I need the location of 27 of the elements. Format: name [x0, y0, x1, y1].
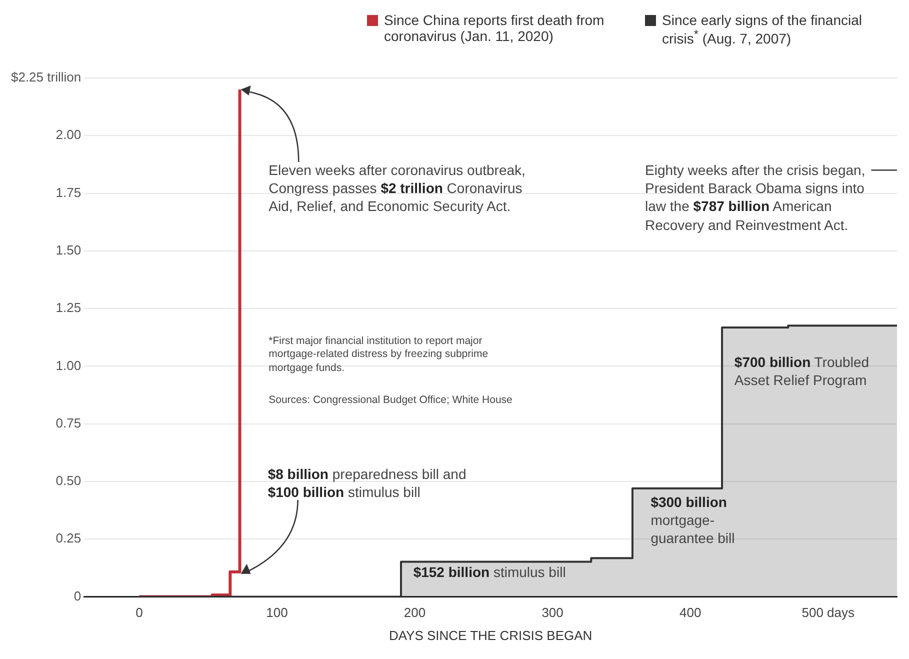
- annotation: $152 billion stimulus bill: [413, 564, 566, 580]
- legend-label: Since China reports first death from coronavirus (Jan. 11, 2020): [384, 12, 606, 44]
- x-tick-label: 0: [136, 605, 143, 620]
- annotation: *First major financial institution to report major mortgage-related distress by freezing subprime mortgage funds.: [268, 334, 488, 374]
- y-tick-label: 1.25: [56, 300, 82, 316]
- annotation: $700 billion Troubled Asset Relief Program: [734, 354, 870, 388]
- x-tick-label: 500 days: [802, 605, 855, 620]
- x-tick-label: 200: [404, 605, 426, 620]
- x-tick-label: 300: [542, 605, 564, 620]
- y-tick-label: 1.75: [56, 184, 82, 200]
- x-axis-title: DAYS SINCE THE CRISIS BEGAN: [388, 628, 592, 643]
- annotation: Sources: Congressional Budget Office; White House: [268, 394, 512, 406]
- x-tick-label: 400: [679, 605, 702, 620]
- annotation: $8 billion preparedness bill and $100 billion stimulus bill: [268, 466, 466, 500]
- legend-label: Since early signs of the financial crisis$^{*}$ (Aug. 7, 2007): [662, 12, 863, 47]
- y-tick-label: 1.50: [56, 242, 82, 258]
- y-tick-label: 2.00: [56, 127, 82, 142]
- y-tick-label: 0.75: [56, 415, 82, 430]
- annotation: Eleven weeks after coronavirus outbreak, Congress passes $2 trillion Coronavirus Aid, Relief, and Economic Security Act.: [268, 162, 526, 214]
- y-tick-label: 0: [74, 588, 82, 604]
- x-tick-label: 100: [266, 605, 288, 620]
- annotation: $300 billion mortgage-guarantee bill: [650, 494, 735, 546]
- y-tick-label: 0.50: [56, 473, 82, 488]
- annotation: Eighty weeks after the crisis began, President Barack Obama signs into law the $787 billion American Recovery and Reinvestment Act.: [645, 162, 866, 233]
- y-tick-label: 0.25: [56, 530, 82, 546]
- y-tick-label: 1.00: [56, 358, 82, 373]
- y-tick-label: $2.25 trillion: [10, 70, 82, 85]
